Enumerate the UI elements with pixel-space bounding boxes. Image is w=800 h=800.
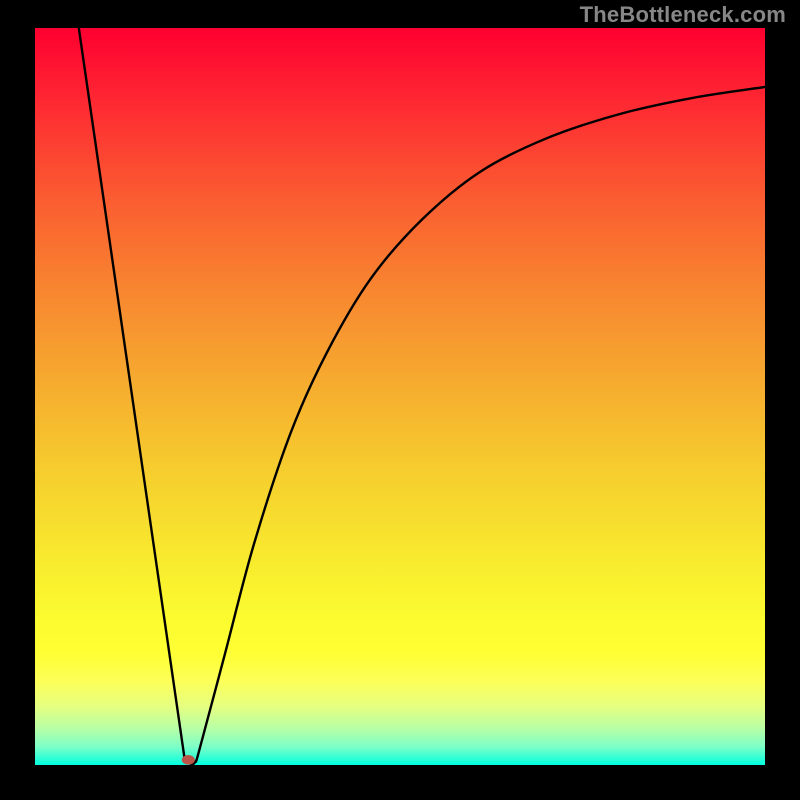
gradient-background bbox=[35, 28, 765, 765]
watermark-text: TheBottleneck.com bbox=[580, 2, 786, 28]
marker-dot bbox=[182, 755, 195, 765]
bottleneck-chart bbox=[35, 28, 765, 765]
chart-area bbox=[35, 28, 765, 765]
